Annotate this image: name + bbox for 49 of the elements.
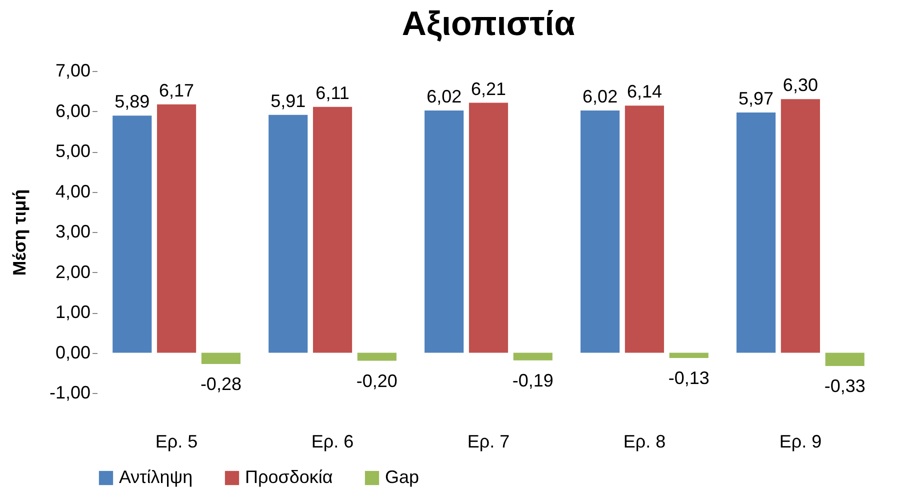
data-label: 6,02 <box>582 86 618 106</box>
bar <box>669 352 708 358</box>
bar <box>424 110 464 353</box>
bar <box>780 99 820 353</box>
data-label: 6,21 <box>470 78 506 99</box>
y-tick-label: 7,00 <box>55 60 90 80</box>
bar <box>357 352 396 361</box>
data-label: 5,97 <box>738 88 774 108</box>
y-tick-label: 5,00 <box>55 141 90 161</box>
bar <box>580 110 620 353</box>
x-tick-label: Ερ. 9 <box>779 432 822 452</box>
y-tick-label: 0,00 <box>55 342 90 362</box>
chart-title: Αξιοπιστία <box>402 5 576 43</box>
bar <box>312 106 352 353</box>
data-label: 5,91 <box>270 90 306 111</box>
y-tick-label: 3,00 <box>55 222 90 242</box>
y-tick-label: 6,00 <box>55 100 90 121</box>
bar <box>201 352 240 364</box>
data-label: 5,89 <box>114 92 150 112</box>
bar <box>624 106 664 353</box>
bar <box>825 352 864 366</box>
data-label: -0,20 <box>356 370 398 391</box>
data-label: 6,14 <box>626 82 662 102</box>
bar <box>157 104 196 353</box>
data-label: -0,33 <box>824 376 866 396</box>
bar <box>513 352 552 360</box>
x-tick-label: Ερ. 7 <box>467 432 510 452</box>
bar <box>268 114 308 353</box>
y-tick-label: 4,00 <box>55 181 90 202</box>
data-label: -0,28 <box>200 374 242 394</box>
y-tick-label: 1,00 <box>55 302 90 322</box>
legend-label: Gap <box>385 467 420 487</box>
y-axis-title: Μέση τιμή <box>9 189 30 276</box>
data-label: 6,30 <box>782 75 818 96</box>
x-tick-label: Ερ. 6 <box>311 432 354 452</box>
x-tick-label: Ερ. 8 <box>623 432 666 452</box>
data-label: -0,13 <box>668 368 710 388</box>
data-label: 6,11 <box>316 82 350 103</box>
legend-label: Αντίληψη <box>119 467 193 487</box>
data-label: 6,17 <box>159 80 194 100</box>
y-tick-label: -1,00 <box>49 382 90 402</box>
bar <box>736 112 776 353</box>
data-label: 6,02 <box>426 86 462 106</box>
data-label: -0,19 <box>512 370 554 390</box>
legend-label: Προσδοκία <box>245 467 333 487</box>
y-tick-label: 2,00 <box>55 262 90 282</box>
x-tick-label: Ερ. 5 <box>155 432 198 452</box>
bar <box>468 102 508 353</box>
bar <box>112 116 152 353</box>
